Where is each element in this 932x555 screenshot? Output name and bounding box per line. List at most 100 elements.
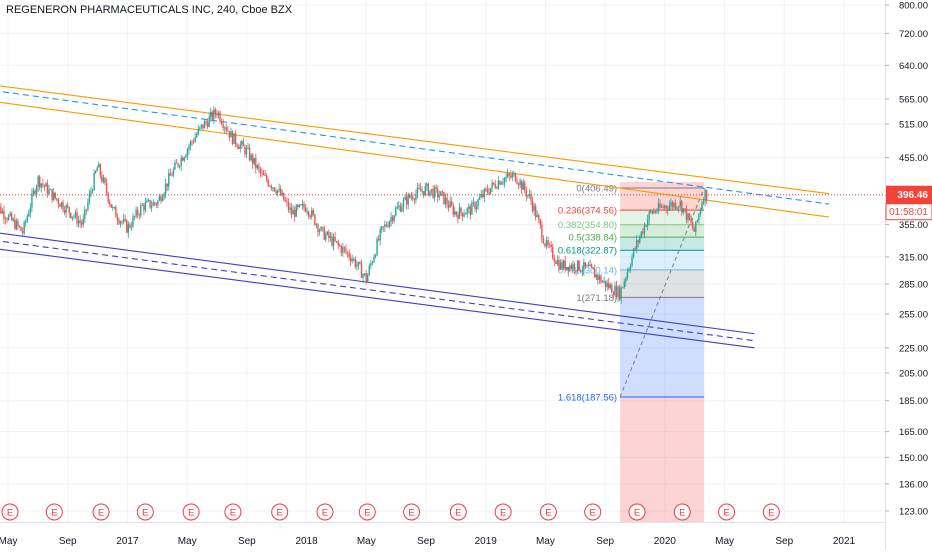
candle-body-432	[663, 205, 666, 208]
candle-body-113	[168, 173, 170, 187]
candle-body-16	[17, 220, 19, 226]
candle-body-222	[337, 241, 339, 245]
candle-body-260	[396, 206, 398, 209]
candle-body-136	[203, 121, 206, 129]
candle-body-384	[589, 264, 591, 267]
candle-body-167	[251, 154, 254, 164]
candle-body-143	[214, 109, 217, 114]
candle-body-204	[309, 215, 311, 217]
candle-body-374	[573, 263, 576, 271]
candle-body-249	[379, 229, 381, 241]
earnings-marker-12	[539, 503, 557, 521]
candle-body-273	[416, 187, 419, 194]
candle-body-87	[127, 224, 130, 233]
candle-body-253	[385, 224, 388, 227]
candle-body-175	[264, 175, 266, 177]
candle-body-106	[157, 200, 159, 206]
time-axis[interactable]: May Sep 2017 May Sep 2018 May Sep 2019 May Sep 2020…	[0, 522, 885, 550]
earnings-marker-label-0: E	[7, 508, 13, 519]
candle-body-379	[581, 270, 583, 272]
fibonacci-retracement[interactable]: 0(406.49) 0.236(374.56) 0.382(354.80) 0.5(3…	[558, 181, 705, 522]
candle-body-324	[496, 187, 498, 189]
channel-line-4	[0, 248, 755, 349]
candle-body-38	[51, 189, 53, 201]
candle-body-363	[556, 259, 559, 264]
candle-body-377	[578, 260, 580, 271]
candle-body-335	[513, 173, 515, 175]
candle-body-61	[87, 202, 89, 210]
price-tick-label-0: 123.00	[899, 507, 928, 518]
candle-body-214	[325, 234, 327, 240]
candle-body-23	[28, 213, 30, 217]
candle-body-122	[182, 157, 184, 161]
channel-lines[interactable]	[0, 85, 830, 349]
earnings-marker-5	[224, 503, 242, 521]
candle-body-263	[401, 207, 403, 212]
candle-body-109	[161, 197, 164, 202]
candle-body-447	[687, 213, 689, 221]
candle-body-140	[210, 111, 212, 117]
candle-body-336	[514, 173, 517, 182]
fib-zone-3	[620, 237, 705, 251]
time-tick-label-12: May	[715, 536, 734, 547]
candle-body-346	[530, 194, 532, 201]
candle-body-223	[339, 244, 341, 247]
price-tick-label-1: 136.00	[899, 479, 928, 490]
candle-body-417	[640, 231, 643, 237]
candle-body-338	[517, 183, 520, 186]
candle-body-110	[163, 193, 165, 198]
candle-body-345	[528, 194, 531, 196]
time-tick-label-2: 2017	[116, 536, 139, 547]
candle-body-322	[492, 182, 495, 185]
candle-body-425	[653, 211, 655, 214]
candle-body-115	[171, 175, 173, 177]
candle-body-107	[158, 196, 161, 201]
candle-body-339	[519, 180, 521, 186]
candle-body-375	[575, 270, 577, 272]
candle-body-381	[584, 262, 587, 267]
candle-body-451	[693, 228, 695, 232]
price-axis[interactable]: 123.00 136.00 150.00 165.00 185.00 205.00 225.…	[885, 0, 932, 550]
candle-body-75	[108, 201, 111, 205]
candle-body-373	[572, 263, 574, 269]
candle-body-179	[270, 185, 273, 189]
candle-body-31	[40, 183, 42, 188]
candle-body-267	[407, 194, 409, 205]
earnings-marker-label-1: E	[51, 508, 57, 519]
candle-body-123	[183, 157, 185, 161]
time-tick-label-4: Sep	[238, 536, 256, 547]
candle-body-133	[199, 127, 201, 129]
candle-body-332	[508, 173, 510, 176]
candle-body-174	[262, 173, 265, 176]
candle-body-298	[455, 211, 458, 215]
candle-body-420	[645, 225, 647, 227]
earnings-marker-label-12: E	[545, 508, 551, 519]
earnings-marker-label-13: E	[590, 508, 596, 519]
candle-body-80	[116, 217, 119, 221]
candle-body-112	[166, 183, 168, 187]
earnings-marker-17	[762, 503, 780, 521]
candle-body-163	[245, 148, 248, 155]
candle-body-22	[26, 216, 28, 222]
candle-body-10	[7, 215, 10, 220]
candle-body-291	[444, 197, 447, 205]
candle-body-69	[99, 164, 102, 176]
candle-body-354	[542, 238, 545, 244]
candle-body-158	[238, 147, 240, 149]
candle-body-200	[303, 203, 305, 208]
earnings-marker-0	[1, 503, 19, 521]
candle-body-195	[295, 205, 297, 217]
time-axis-background	[0, 522, 885, 550]
candle-body-387	[594, 269, 596, 278]
candle-body-171	[258, 165, 260, 169]
candle-body-264	[402, 199, 405, 208]
channel-line-3	[0, 232, 755, 335]
candle-body-448	[688, 213, 691, 220]
time-tick-label-8: 2019	[475, 536, 498, 547]
candle-body-424	[651, 211, 653, 214]
candle-body-41	[56, 198, 58, 200]
candle-body-215	[326, 231, 329, 235]
